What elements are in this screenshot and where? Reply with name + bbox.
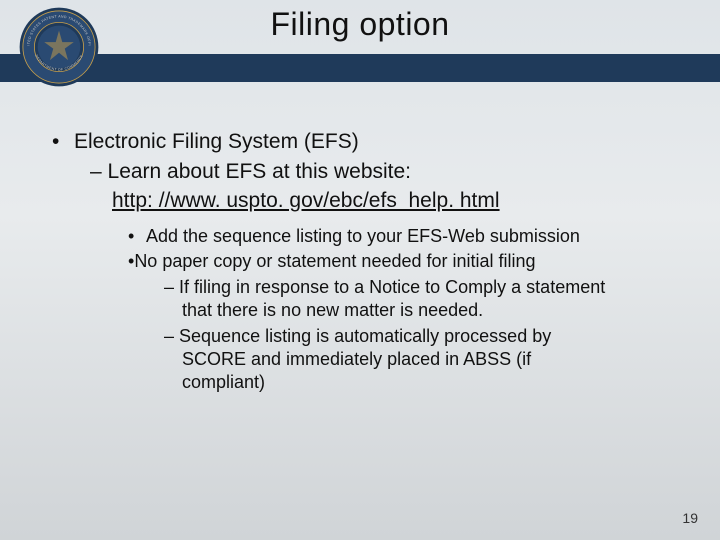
bullet-text: Add the sequence listing to your EFS-Web…: [146, 226, 580, 246]
slide: Filing option UNITED STATES PATENT AND T…: [0, 0, 720, 540]
bullet-level-4-cont: that there is no new matter is needed.: [182, 299, 680, 322]
bullet-level-4-cont: SCORE and immediately placed in ABSS (if: [182, 348, 680, 371]
bullet-text: If filing in response to a Notice to Com…: [179, 277, 605, 297]
title-area: Filing option: [0, 6, 720, 54]
bullet-level-4: – Sequence listing is automatically proc…: [164, 325, 680, 348]
page-title: Filing option: [270, 6, 449, 42]
uspto-seal-icon: UNITED STATES PATENT AND TRADEMARK OFFIC…: [18, 6, 100, 88]
bullet-level-2-link-line: http: //www. uspto. gov/ebc/efs_help. ht…: [112, 187, 680, 215]
bullet-text: No paper copy or statement needed for in…: [134, 251, 535, 271]
bullet-level-4: – If filing in response to a Notice to C…: [164, 276, 680, 299]
bullet-text: Electronic Filing System (EFS): [74, 130, 359, 153]
bullet-text: SCORE and immediately placed in ABSS (if: [182, 349, 531, 369]
bullet-level-2: – Learn about EFS at this website:: [90, 158, 680, 186]
content-area: •Electronic Filing System (EFS) – Learn …: [52, 128, 680, 395]
bullet-text: that there is no new matter is needed.: [182, 300, 483, 320]
bullet-level-3: •No paper copy or statement needed for i…: [128, 250, 680, 273]
bullet-text: Learn about EFS at this website:: [108, 160, 412, 183]
bullet-level-1: •Electronic Filing System (EFS): [52, 128, 680, 156]
bullet-level-3: •Add the sequence listing to your EFS-We…: [128, 225, 680, 248]
bullet-level-4-cont: compliant): [182, 371, 680, 394]
page-number: 19: [682, 510, 698, 526]
efs-help-link[interactable]: http: //www. uspto. gov/ebc/efs_help. ht…: [112, 189, 500, 212]
header-band: [0, 54, 720, 82]
bullet-text: compliant): [182, 372, 265, 392]
bullet-text: Sequence listing is automatically proces…: [179, 326, 551, 346]
